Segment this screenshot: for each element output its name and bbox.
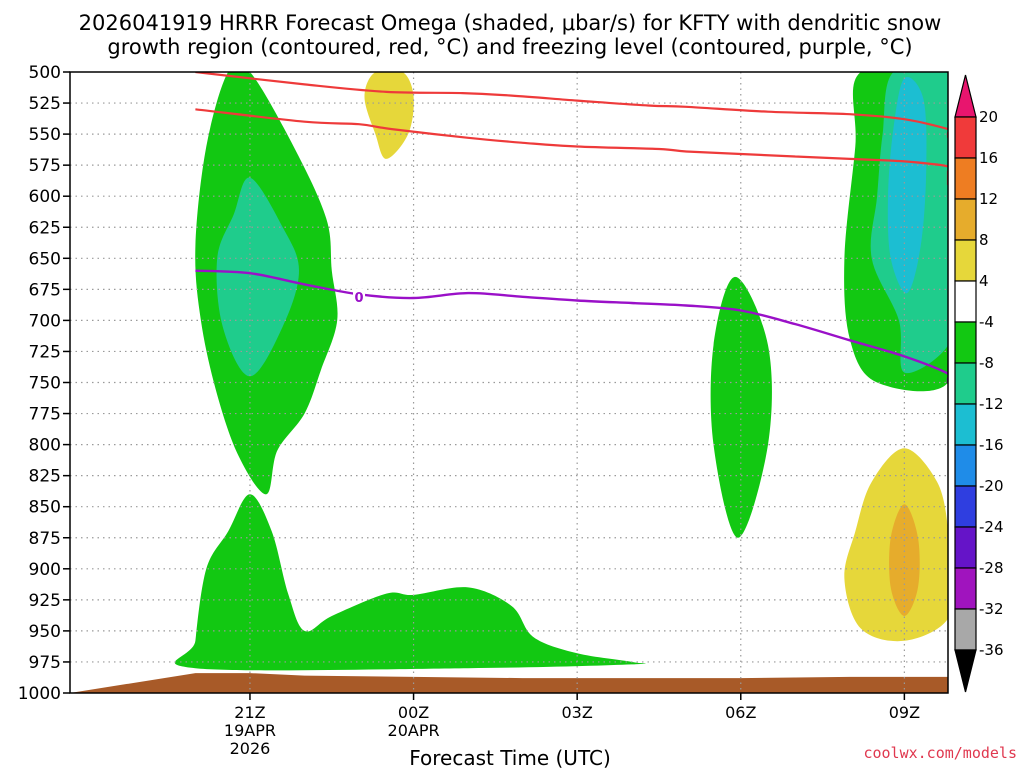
y-tick-label-11: 775 [29,405,61,425]
omega-region-2 [174,494,647,671]
colorbar-top-triangle [954,74,977,118]
omega-region-1 [216,177,299,377]
dgz-contour-1 [195,108,948,185]
y-tick-label-19: 975 [29,653,61,673]
x-tick-label-3: 06Z [725,703,756,722]
colorbar: 20 16 12 8 4 -4 -8 -12 -16 -20 -24 -28 -32 -36 [954,74,1004,693]
colorbar-bottom-triangle [954,649,977,693]
x-axis-label: Forecast Time (UTC) [409,746,611,768]
y-tick-label-16: 900 [29,560,61,580]
colorbar-label-0: 20 [979,108,998,126]
colorbar-label-10: -24 [979,518,1004,536]
chart-title-line-2: growth region (contoured, red, °C) and f… [107,35,912,59]
y-tick-label-6: 650 [29,249,61,269]
y-tick-label-1: 525 [29,94,61,114]
omega-region-3 [710,276,772,538]
y-tick-label-18: 950 [29,622,61,642]
x-tick-label-4: 09Z [889,703,920,722]
contour-label-bg-0 [353,288,366,304]
x-tick-sublabel-0-1: 2026 [230,739,271,758]
y-tick-label-17: 925 [29,591,61,611]
dgz-contour-0 [195,72,948,138]
x-tick-sublabel-0-0: 19APR [224,721,276,740]
y-tick-label-9: 725 [29,342,61,362]
colorbar-band-3 [954,239,977,282]
colorbar-band-6 [954,362,977,405]
y-tick-label-10: 750 [29,374,61,394]
colorbar-band-7 [954,403,977,446]
x-tick-sublabel-1-0: 20APR [388,721,440,740]
plot-layers: 0 [70,72,948,693]
plot-area: 0 [69,71,949,694]
y-tick-label-3: 575 [29,156,61,176]
colorbar-label-2: 12 [979,190,998,208]
y-tick-label-13: 825 [29,467,61,487]
colorbar-label-7: -12 [979,395,1004,413]
terrain-fill [70,673,948,693]
credit-text: coolwx.com/models [863,744,1017,762]
colorbar-label-3: 8 [979,231,989,249]
colorbar-label-11: -28 [979,559,1004,577]
colorbar-band-0 [954,116,977,159]
y-tick-label-7: 675 [29,280,61,300]
omega-region-10 [889,504,920,616]
colorbar-band-11 [954,567,977,610]
chart-title-line-1: 2026041919 HRRR Forecast Omega (shaded, … [79,11,942,35]
colorbar-band-12 [954,608,977,651]
colorbar-label-6: -8 [979,354,994,372]
colorbar-label-13: -36 [979,641,1004,659]
y-tick-label-2: 550 [29,125,61,145]
colorbar-band-1 [954,157,977,200]
y-tick-label-4: 600 [29,187,61,207]
colorbar-label-9: -20 [979,477,1004,495]
colorbar-band-8 [954,444,977,487]
colorbar-band-2 [954,198,977,241]
colorbar-band-9 [954,485,977,528]
x-tick-label-0: 21Z [234,703,265,722]
x-tick-label-1: 00Z [398,703,429,722]
y-axis: 500 525 550 575 600 625 650 675 700 725 750 775 800 8… [18,63,70,704]
colorbar-band-10 [954,526,977,569]
y-tick-label-8: 700 [29,311,61,331]
y-tick-label-12: 800 [29,436,61,456]
y-tick-label-15: 875 [29,529,61,549]
contour-label-0: 0 [355,291,364,306]
colorbar-label-5: -4 [979,313,994,331]
x-tick-label-2: 03Z [562,703,593,722]
y-tick-label-0: 500 [29,63,61,83]
colorbar-label-8: -16 [979,436,1004,454]
x-axis: 21Z19APR202600Z20APR03Z06Z09Z12Z [224,693,920,758]
y-tick-label-5: 625 [29,218,61,238]
y-tick-label-20: 1000 [18,684,61,704]
colorbar-label-1: 16 [979,149,998,167]
colorbar-band-5 [954,321,977,364]
colorbar-band-4 [954,280,977,323]
colorbar-label-4: 4 [979,272,989,290]
omega-region-7 [364,72,414,159]
omega-region-6 [887,77,927,294]
y-tick-label-14: 850 [29,498,61,518]
colorbar-label-12: -32 [979,600,1004,618]
